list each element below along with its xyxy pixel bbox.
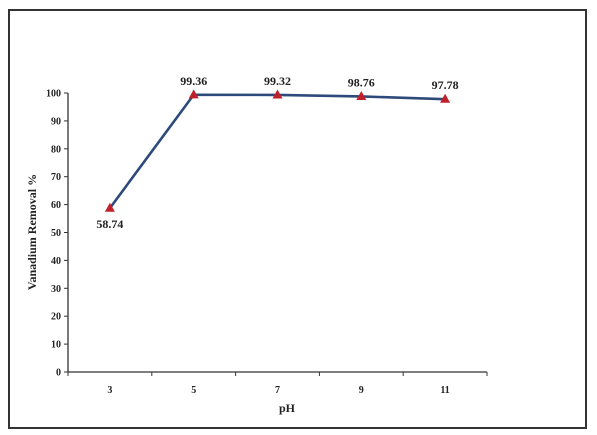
data-label: 99.36 — [180, 74, 207, 88]
data-label: 99.32 — [264, 74, 291, 88]
y-tick-label: 60 — [51, 200, 61, 211]
x-ticks: 3 5 7 9 11 — [67, 372, 488, 396]
y-tick-label: 0 — [56, 368, 61, 379]
series-line — [108, 93, 446, 209]
x-tick-label: 9 — [359, 385, 364, 396]
data-labels: 58.74 99.36 99.32 98.76 97.78 — [96, 74, 458, 231]
data-label: 97.78 — [432, 78, 459, 92]
x-tick-label: 7 — [275, 385, 280, 396]
x-tick-label: 3 — [107, 385, 112, 396]
data-point-marker — [356, 91, 367, 101]
series-polyline — [108, 93, 446, 209]
axes — [67, 93, 487, 373]
y-ticks: 0 10 20 30 40 50 60 70 80 90 100 — [46, 89, 68, 379]
data-label: 98.76 — [348, 75, 375, 89]
y-tick-label: 30 — [51, 284, 61, 295]
data-label: 58.74 — [96, 217, 123, 231]
y-tick-label: 10 — [51, 340, 61, 351]
x-tick-label: 11 — [440, 385, 449, 396]
y-tick-label: 20 — [51, 312, 61, 323]
y-tick-label: 40 — [51, 256, 61, 267]
data-point-marker — [104, 202, 115, 212]
data-point-marker — [272, 89, 283, 99]
y-tick-label: 50 — [51, 228, 61, 239]
y-tick-label: 80 — [51, 144, 61, 155]
y-tick-label: 70 — [51, 172, 61, 183]
data-point-marker — [440, 93, 451, 103]
markers — [104, 89, 451, 212]
x-tick-label: 5 — [191, 385, 196, 396]
y-tick-label: 90 — [51, 116, 61, 127]
data-point-marker — [188, 89, 199, 99]
y-tick-label: 100 — [46, 89, 61, 100]
x-axis-title: pH — [279, 401, 296, 415]
chart-frame — [8, 9, 587, 429]
y-axis-title: Vanadium Removal % — [25, 174, 39, 290]
